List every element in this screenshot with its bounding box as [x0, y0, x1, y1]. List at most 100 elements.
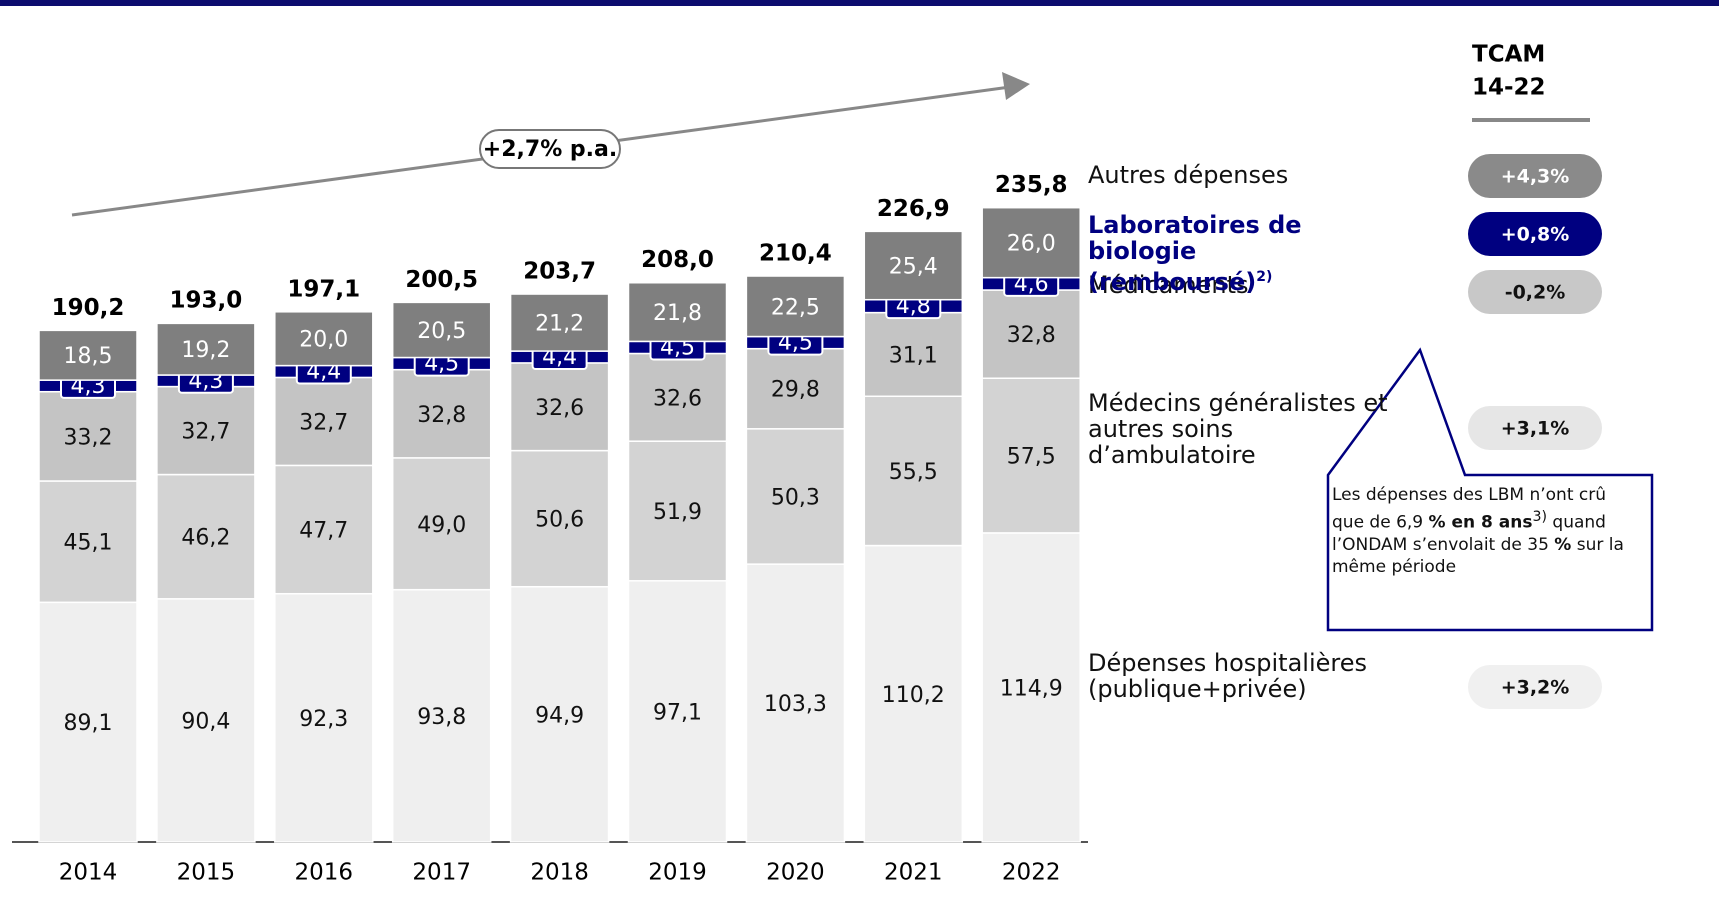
total-label: 193,0 [170, 287, 243, 313]
value-label: 32,6 [535, 396, 584, 421]
x-tick-label: 2017 [412, 860, 471, 886]
legend-name: Autres dépenses [1088, 161, 1289, 189]
total-label: 226,9 [877, 196, 950, 222]
value-label: 57,5 [1007, 445, 1056, 470]
bar-segment [274, 376, 374, 467]
cagr-header: 14-22 [1472, 75, 1546, 101]
bar-segment [391, 368, 492, 459]
value-label: 50,6 [535, 508, 584, 533]
bar-segment [38, 390, 138, 482]
bar-segment [745, 563, 846, 843]
value-label: 32,7 [299, 410, 348, 435]
value-label: 20,5 [417, 319, 466, 344]
callout-part: % [1554, 534, 1572, 555]
value-label: 25,4 [889, 255, 938, 280]
cagr-pill [1468, 406, 1602, 450]
bar-segment [863, 230, 964, 301]
total-label: 208,0 [641, 247, 714, 273]
legend-entry: Autres dépenses [1088, 162, 1428, 188]
value-label: 26,0 [1007, 232, 1056, 257]
legend-entry: Dépenses hospitalières (publique+privée) [1088, 650, 1428, 702]
bar-segment [981, 532, 1081, 843]
bar-segment [627, 440, 728, 582]
callout-part: 3) [1532, 509, 1548, 525]
legend-entry: Laboratoires de biologie (remboursé)2) [1088, 212, 1388, 295]
total-label: 210,4 [759, 241, 832, 267]
bar-segment [274, 311, 374, 367]
value-label: 32,7 [181, 420, 230, 445]
value-label: 29,8 [771, 378, 820, 403]
value-label: 97,1 [653, 700, 702, 725]
bar-segment [509, 362, 610, 452]
value-label: 20,0 [299, 328, 348, 353]
callout-part: sur la même période [1332, 534, 1624, 577]
bar-segment [38, 329, 138, 381]
bar-segment [509, 449, 610, 588]
value-label: 55,5 [889, 460, 938, 485]
cagr-pill [1468, 154, 1602, 198]
total-label: 235,8 [995, 172, 1068, 198]
top-rule [0, 0, 1719, 6]
value-label: 19,2 [181, 338, 230, 363]
value-label: 93,8 [417, 705, 466, 730]
value-label: 32,8 [417, 403, 466, 428]
value-label: 18,5 [64, 344, 113, 369]
legend-note: 2) [1256, 269, 1273, 285]
value-label: 45,1 [64, 531, 113, 556]
callout-box [1326, 347, 1654, 632]
value-label: 32,8 [1007, 323, 1056, 348]
cagr-label: +3,1% [1501, 418, 1570, 440]
value-label: 110,2 [882, 683, 945, 708]
cagr-pill [1468, 665, 1602, 709]
x-tick-label: 2015 [177, 860, 236, 886]
legend-entry: Médicaments [1088, 272, 1428, 298]
bar-segment [38, 480, 138, 604]
x-tick-label: 2019 [648, 860, 707, 886]
bar-segment [627, 281, 728, 343]
bar-segment [391, 588, 492, 843]
cagr-label: +3,2% [1501, 677, 1570, 699]
x-tick-label: 2014 [59, 860, 118, 886]
value-label: 89,1 [64, 711, 113, 736]
bar-segment [274, 464, 374, 595]
legend-name: Dépenses hospitalières (publique+privée) [1088, 649, 1367, 703]
value-label: 32,6 [653, 386, 702, 411]
bar-segment [863, 311, 964, 398]
trend-label: +2,7% p.a. [483, 137, 617, 162]
cagr-label: +4,3% [1501, 166, 1570, 188]
value-label: 46,2 [181, 526, 230, 551]
x-tick-label: 2021 [884, 860, 943, 886]
value-label: 92,3 [299, 707, 348, 732]
x-tick-label: 2018 [530, 860, 589, 886]
bar-segment [156, 322, 256, 376]
bar-segment [981, 206, 1081, 279]
cagr-pill [1468, 212, 1602, 256]
cagr-header: TCAM [1472, 42, 1545, 68]
value-label: 50,3 [771, 485, 820, 510]
bar-segment [863, 544, 964, 843]
value-label: 51,9 [653, 500, 702, 525]
bar-segment [156, 473, 256, 600]
bar-segment [274, 592, 374, 843]
value-label: 47,7 [299, 519, 348, 544]
value-label: 114,9 [1000, 676, 1063, 701]
trend-pill [479, 129, 621, 169]
callout-part: % en 8 ans [1428, 512, 1533, 533]
cagr-label: +0,8% [1501, 224, 1570, 246]
value-label: 33,2 [64, 425, 113, 450]
legend-entry: Médecins généralistes et autres soins d’… [1088, 390, 1398, 468]
x-tick-label: 2020 [766, 860, 825, 886]
bar-segment [38, 601, 138, 843]
x-tick-label: 2016 [295, 860, 354, 886]
bar-segment [745, 347, 846, 430]
bar-segment [981, 289, 1081, 379]
value-label: 90,4 [181, 709, 230, 734]
callout-part: Les dépenses des LBM n’ont crû que de 6,… [1332, 485, 1606, 533]
value-label: 49,0 [417, 513, 466, 538]
legend-name: Médicaments [1088, 271, 1249, 299]
callout-part: quand l’ONDAM s’envolait de 35 [1332, 512, 1606, 555]
legend-name: Laboratoires de biologie (remboursé) [1088, 211, 1302, 296]
bar-segment [509, 585, 610, 843]
